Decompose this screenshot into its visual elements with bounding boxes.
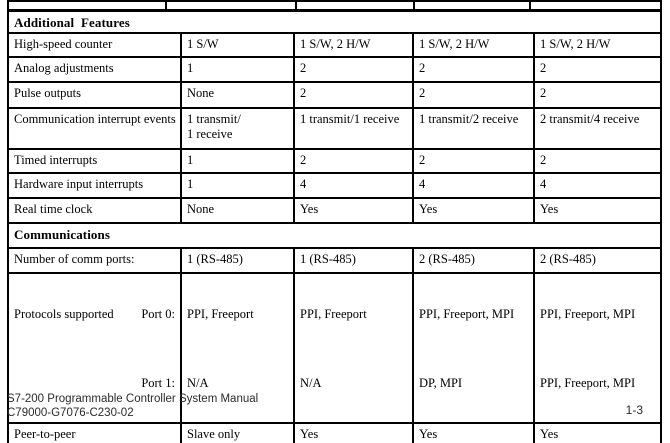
cell: 1 S/W, 2 H/W <box>293 32 414 59</box>
port0-value: PPI, Freeport, MPI <box>540 306 636 321</box>
cell: None <box>180 81 295 110</box>
page-footer: S7-200 Programmable Controller System Ma… <box>7 393 663 433</box>
cell: Yes <box>532 197 663 225</box>
cell: PPI, Freeport, MPI DP, MPI <box>412 272 535 425</box>
cell: 1 (RS-485) <box>293 247 414 275</box>
spec-table: Additional Features High-speed counter 1… <box>6 0 663 443</box>
features-table: Additional Features High-speed counter 1… <box>6 9 663 443</box>
cell: 2 <box>412 56 535 84</box>
table-row: Hardware input interrupts 1 4 4 4 <box>7 172 663 200</box>
table-row: Peer-to-peer Slave only Yes Yes Yes <box>7 422 663 443</box>
row-label: Number of comm ports: <box>7 247 182 275</box>
row-label: High-speed counter <box>7 32 182 59</box>
table-row: Analog adjustments 1 2 2 2 <box>7 56 663 84</box>
table-row: Timed interrupts 1 2 2 2 <box>7 148 663 175</box>
row-label: Analog adjustments <box>7 56 182 84</box>
cell: 4 <box>412 172 535 200</box>
row-label: Hardware input interrupts <box>7 172 182 200</box>
cell: 2 <box>532 148 663 175</box>
cell: PPI, Freeport N/A <box>180 272 295 425</box>
protocols-label-line: Protocols supported Port 0: <box>14 307 176 322</box>
row-label: Timed interrupts <box>7 148 182 175</box>
table-row: Communication interrupt events 1 transmi… <box>7 107 663 151</box>
port1-value: PPI, Freeport, MPI <box>540 376 636 391</box>
cell: Yes <box>532 422 663 443</box>
cell: 2 <box>293 56 414 84</box>
section-header: Communications <box>6 222 663 250</box>
cell: Yes <box>412 197 535 225</box>
row-label: Pulse outputs <box>7 81 182 110</box>
cell: 1 <box>180 172 295 200</box>
cell: 4 <box>293 172 414 200</box>
cell <box>296 1 415 9</box>
page-number: 1-3 <box>625 403 643 417</box>
port0-label: Port 0: <box>141 306 175 321</box>
cell: None <box>180 197 295 225</box>
table-row: High-speed counter 1 S/W 1 S/W, 2 H/W 1 … <box>7 32 663 59</box>
port0-value: PPI, Freeport, MPI <box>419 306 515 321</box>
cell: 2 (RS-485) <box>532 247 663 275</box>
table-continuation-row <box>7 0 662 9</box>
cell: 1 <box>180 148 295 175</box>
table-row: Pulse outputs None 2 2 2 <box>7 81 663 110</box>
manual-title: S7-200 Programmable Controller System Ma… <box>7 393 259 405</box>
row-label: Protocols supported Port 0: Port 1: <box>7 272 182 425</box>
cell: Slave only <box>180 422 295 443</box>
cell: PPI, Freeport N/A <box>293 272 414 425</box>
cell <box>8 1 167 9</box>
document-number: C79000-G7076-C230-02 <box>7 406 134 419</box>
cell: 1 <box>180 56 295 84</box>
cell: 2 <box>532 81 663 110</box>
cell: Yes <box>293 197 414 225</box>
section-row-additional-features: Additional Features <box>6 9 663 35</box>
cell: 1 S/W <box>180 32 295 59</box>
port1-label: Port 1: <box>141 376 175 391</box>
cell <box>414 1 531 9</box>
cell: 2 <box>532 56 663 84</box>
cell: 2 <box>412 81 535 110</box>
cell: 2 transmit/4 receive <box>532 107 663 151</box>
cell: 2 <box>412 148 535 175</box>
port0-value: PPI, Freeport <box>300 306 367 321</box>
port1-value: N/A <box>187 376 209 391</box>
cell: 2 <box>293 81 414 110</box>
cell: PPI, Freeport, MPI PPI, Freeport, MPI <box>532 272 663 425</box>
cell: 2 (RS-485) <box>412 247 535 275</box>
table-row <box>8 1 661 9</box>
section-header: Additional Features <box>6 9 663 35</box>
table-row: Number of comm ports: 1 (RS-485) 1 (RS-4… <box>7 247 663 275</box>
cell <box>166 1 297 9</box>
row-label-text: Protocols supported <box>14 306 114 321</box>
table-row: Real time clock None Yes Yes Yes <box>7 197 663 225</box>
port1-value: N/A <box>300 376 322 391</box>
cell: 1 transmit/1 receive <box>293 107 414 151</box>
row-label: Peer-to-peer <box>7 422 182 443</box>
cell: 1 transmit/ 1 receive <box>180 107 295 151</box>
cell: 1 (RS-485) <box>180 247 295 275</box>
cell: 2 <box>293 148 414 175</box>
section-row-communications: Communications <box>6 222 663 250</box>
cell: Yes <box>293 422 414 443</box>
table-row-protocols: Protocols supported Port 0: Port 1: PPI,… <box>7 272 663 425</box>
cell <box>530 1 661 9</box>
cell: 4 <box>532 172 663 200</box>
row-label: Real time clock <box>7 197 182 225</box>
cell: 1 S/W, 2 H/W <box>532 32 663 59</box>
cell: 1 transmit/2 receive <box>412 107 535 151</box>
cell: Yes <box>412 422 535 443</box>
cell: 1 S/W, 2 H/W <box>412 32 535 59</box>
row-label: Communication interrupt events <box>7 107 182 151</box>
port1-value: DP, MPI <box>419 376 463 391</box>
port0-value: PPI, Freeport <box>187 306 254 321</box>
